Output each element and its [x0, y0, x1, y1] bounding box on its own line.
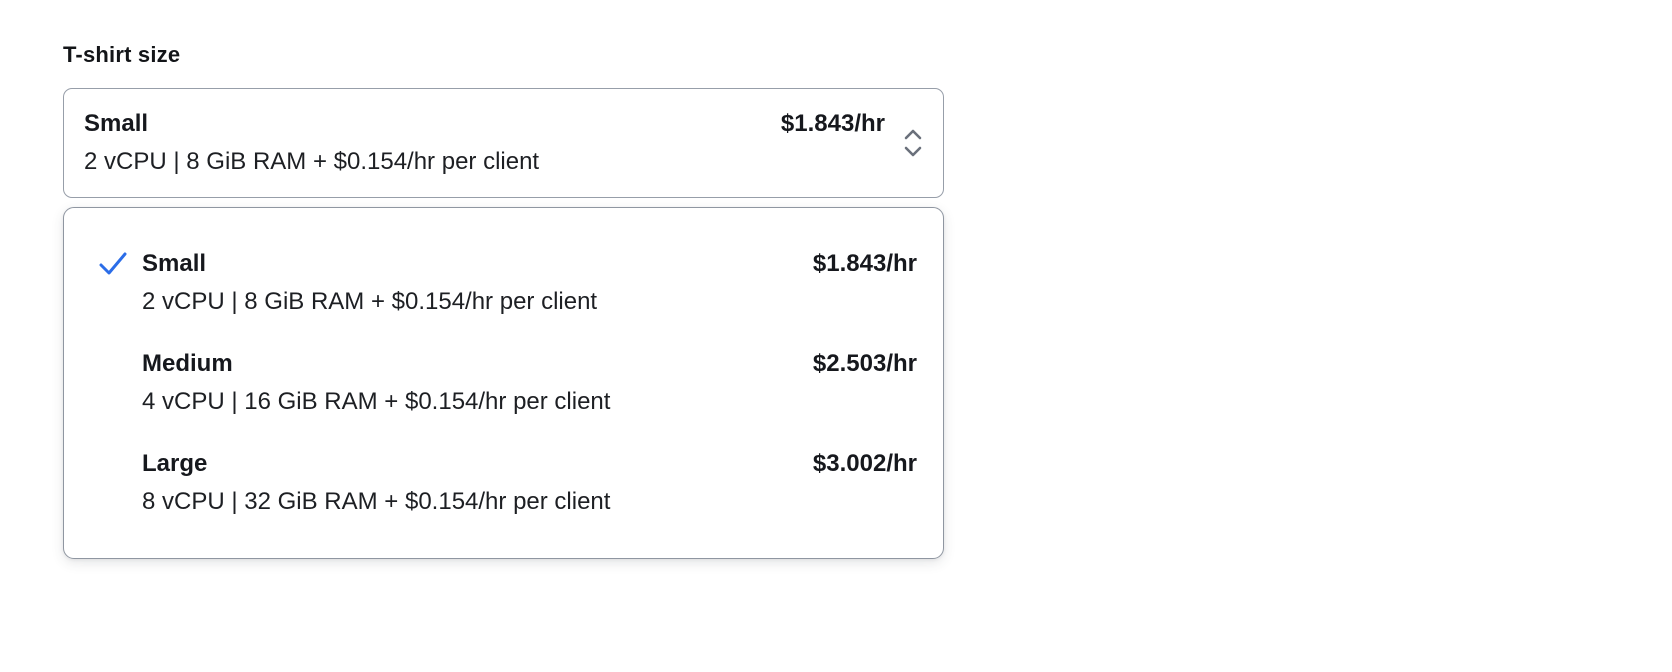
option-small-title-row: Small $1.843/hr [142, 245, 917, 283]
option-large-title-row: Large $3.002/hr [142, 445, 917, 483]
field-label: T-shirt size [63, 42, 181, 67]
selected-check-icon [98, 245, 142, 277]
option-medium-body: Medium $2.503/hr 4 vCPU | 16 GiB RAM + $… [142, 345, 917, 421]
option-description: 8 vCPU | 32 GiB RAM + $0.154/hr per clie… [142, 488, 611, 515]
option-small[interactable]: Small $1.843/hr 2 vCPU | 8 GiB RAM + $0.… [64, 233, 943, 333]
trigger-title-row: Small $1.843/hr [84, 105, 885, 143]
option-title: Small [142, 250, 207, 277]
option-medium-title-row: Medium $2.503/hr [142, 345, 917, 383]
trigger-selected-price: $1.843/hr [780, 110, 885, 137]
trigger-selected-title: Small [84, 110, 149, 137]
chevron-updown-icon [904, 129, 922, 157]
option-description: 2 vCPU | 8 GiB RAM + $0.154/hr per clien… [142, 288, 598, 315]
option-large[interactable]: Large $3.002/hr 8 vCPU | 32 GiB RAM + $0… [64, 433, 943, 533]
size-select-trigger[interactable]: Small $1.843/hr 2 vCPU | 8 GiB RAM + $0.… [63, 88, 944, 198]
size-options-listbox: Small $1.843/hr 2 vCPU | 8 GiB RAM + $0.… [63, 207, 944, 559]
option-description: 4 vCPU | 16 GiB RAM + $0.154/hr per clie… [142, 388, 611, 415]
option-medium[interactable]: Medium $2.503/hr 4 vCPU | 16 GiB RAM + $… [64, 333, 943, 433]
option-price: $2.503/hr [812, 350, 917, 377]
option-title: Large [142, 450, 208, 477]
option-title: Medium [142, 350, 233, 377]
trigger-selected-description: 2 vCPU | 8 GiB RAM + $0.154/hr per clien… [84, 148, 540, 175]
option-price: $1.843/hr [812, 250, 917, 277]
option-small-body: Small $1.843/hr 2 vCPU | 8 GiB RAM + $0.… [142, 245, 917, 321]
option-large-body: Large $3.002/hr 8 vCPU | 32 GiB RAM + $0… [142, 445, 917, 521]
option-price: $3.002/hr [812, 450, 917, 477]
tshirt-size-field: T-shirt size Small $1.843/hr 2 vCPU | 8 … [63, 42, 944, 559]
